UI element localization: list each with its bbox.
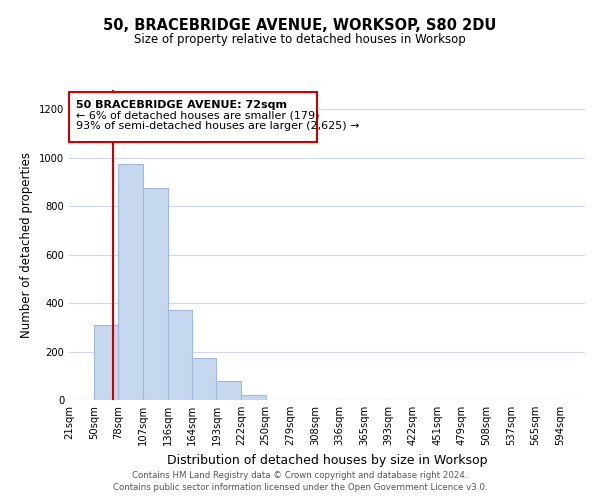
Bar — [167, 310, 193, 400]
Text: Contains public sector information licensed under the Open Government Licence v3: Contains public sector information licen… — [113, 484, 487, 492]
Text: 50 BRACEBRIDGE AVENUE: 72sqm: 50 BRACEBRIDGE AVENUE: 72sqm — [76, 100, 287, 110]
Text: ← 6% of detached houses are smaller (179): ← 6% of detached houses are smaller (179… — [76, 110, 319, 120]
Bar — [143, 188, 167, 400]
Bar — [241, 395, 266, 400]
Y-axis label: Number of detached properties: Number of detached properties — [20, 152, 34, 338]
Text: 93% of semi-detached houses are larger (2,625) →: 93% of semi-detached houses are larger (… — [76, 122, 359, 132]
X-axis label: Distribution of detached houses by size in Worksop: Distribution of detached houses by size … — [167, 454, 487, 466]
Bar — [217, 380, 241, 400]
Bar — [69, 92, 317, 142]
Bar — [94, 325, 119, 400]
Text: Contains HM Land Registry data © Crown copyright and database right 2024.: Contains HM Land Registry data © Crown c… — [132, 471, 468, 480]
Bar — [191, 358, 217, 400]
Text: Size of property relative to detached houses in Worksop: Size of property relative to detached ho… — [134, 32, 466, 46]
Text: 50, BRACEBRIDGE AVENUE, WORKSOP, S80 2DU: 50, BRACEBRIDGE AVENUE, WORKSOP, S80 2DU — [103, 18, 497, 32]
Bar — [118, 164, 143, 400]
